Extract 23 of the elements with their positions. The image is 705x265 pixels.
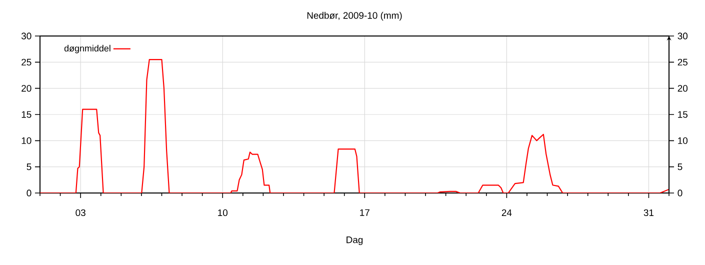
y2-tick-label: 30: [678, 32, 688, 40]
x-axis-title: Dag: [346, 236, 363, 246]
x-tick-label: 24: [502, 209, 512, 216]
y-tick-label: 20: [22, 84, 32, 92]
y-tick-label: 5: [26, 164, 32, 170]
y-tick-label: 10: [22, 137, 32, 144]
y-tick-label: 30: [21, 32, 32, 40]
y2-tick-label: 10: [678, 137, 688, 144]
x-tick-label: 31: [644, 209, 654, 216]
x-tick-label: 10: [218, 209, 228, 216]
y2-tick-label: 0: [678, 190, 682, 196]
x-tick-label: 17: [360, 209, 370, 216]
x-tick-label: 03: [76, 209, 86, 216]
y-tick-label: 0: [26, 190, 32, 196]
y2-tick-label: 15: [678, 111, 688, 118]
y2-tick-label: 5: [678, 164, 682, 170]
y-tick-label: 25: [22, 58, 32, 66]
y2-tick-label: 20: [678, 84, 688, 92]
legend-label: døgnmiddel: [64, 44, 110, 54]
y-tick-label: 15: [22, 111, 32, 118]
chart-title: Nedbør, 2009-10 (mm): [307, 12, 402, 21]
line-series: [40, 59, 670, 193]
y2-tick-label: 25: [678, 58, 688, 66]
